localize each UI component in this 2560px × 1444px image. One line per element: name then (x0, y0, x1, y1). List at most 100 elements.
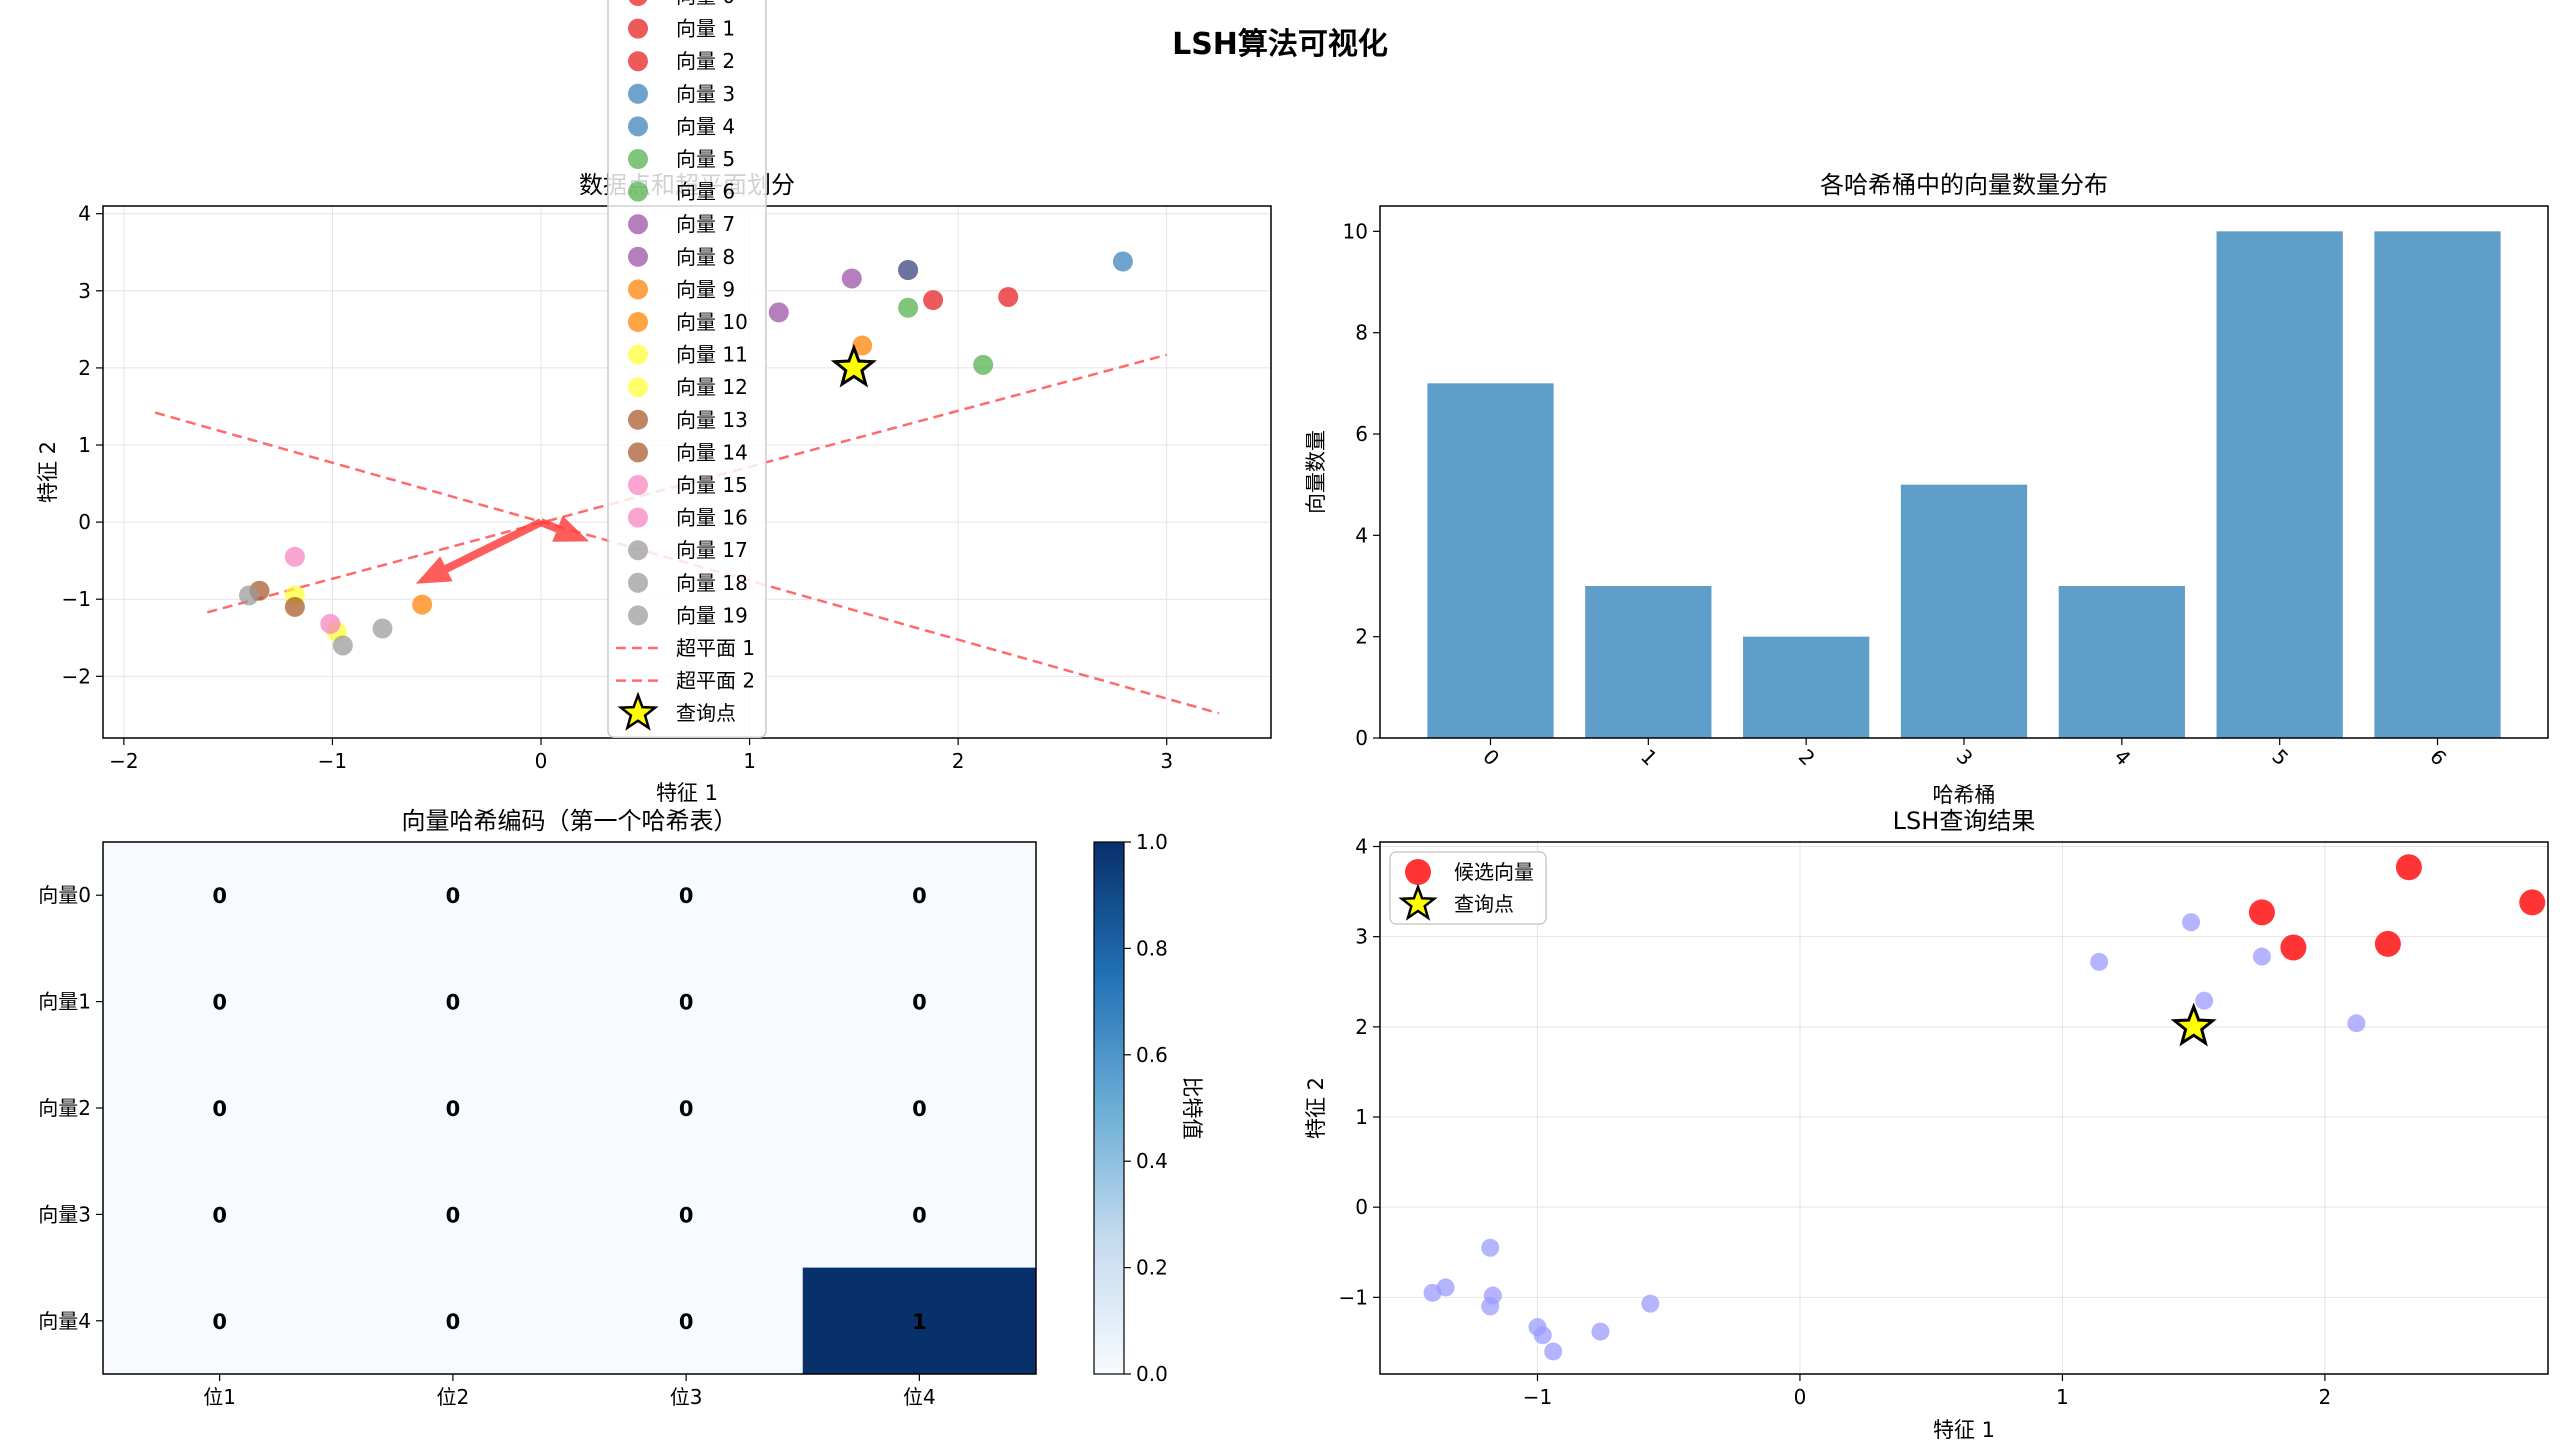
bar-bucket-4 (2058, 586, 2185, 738)
scatter-ytick-label: 3 (78, 279, 91, 303)
scatter-ylabel: 特征 2 (36, 441, 60, 503)
bar-bucket-0 (1427, 383, 1554, 738)
scatter-xlabel: 特征 1 (656, 781, 718, 805)
query-result-star-marker (2170, 1002, 2217, 1047)
scatter-point-vector-14 (284, 596, 305, 617)
heatmap-row-label: 向量1 (38, 990, 91, 1014)
bar-xtick-label: 3 (1952, 744, 1978, 770)
bar-bucket-2 (1743, 636, 1870, 738)
hyperplane-normal-arrow-1 (444, 518, 543, 573)
legend-label-vector-6: 向量 6 (676, 180, 735, 204)
legend-label-vector-8: 向量 8 (676, 245, 735, 269)
bar-xtick-label: 1 (1636, 744, 1662, 770)
bar-xtick-label: 0 (1478, 744, 1504, 770)
query-xtick-label: −1 (1523, 1385, 1552, 1409)
heatmap-panel: 0 0 0 0 0 0 0 0 0 0 0 0 0 0 0 0 0 0 0 1 向量0 向量1 向量2 向量3 向量4 位1 位2 位… (38, 807, 1204, 1409)
legend-label-query: 查询点 (676, 701, 736, 725)
legend-label-vector-14: 向量 14 (676, 440, 748, 464)
heatmap-col-label: 位4 (903, 1385, 936, 1409)
query-candidate-point (2280, 934, 2307, 961)
query-candidate-point (2248, 899, 2275, 926)
colorbar-tick-label: 0.4 (1136, 1149, 1168, 1173)
scatter-xtick-label: 0 (535, 749, 548, 773)
legend-label-vector-13: 向量 13 (676, 408, 748, 432)
query-other-point (1544, 1342, 1563, 1361)
bar-ytick-label: 8 (1355, 321, 1368, 345)
query-ylabel: 特征 2 (1304, 1077, 1328, 1139)
heatmap-cell-r3-c2 (569, 1161, 804, 1269)
query-candidate-point (2395, 854, 2422, 881)
query-other-point (2252, 947, 2271, 966)
heatmap-cell-value: 0 (446, 1203, 461, 1227)
query-ytick-label: 3 (1355, 925, 1368, 949)
legend-label-hyperplane-2: 超平面 2 (676, 669, 755, 693)
query-other-point (2347, 1014, 2366, 1033)
heatmap-cell-value: 0 (212, 884, 227, 908)
heatmap-cell-value: 0 (679, 1097, 694, 1121)
legend-label-vector-10: 向量 10 (676, 310, 748, 334)
heatmap-cell-value: 1 (912, 1310, 927, 1334)
legend-marker-vector-4 (628, 116, 648, 137)
legend-marker-vector-19 (628, 605, 648, 626)
heatmap-cell-value: 0 (446, 1310, 461, 1334)
scatter-point-vector-18 (372, 618, 393, 639)
bar-ylabel: 向量数量 (1304, 430, 1328, 514)
legend-label-vector-12: 向量 12 (676, 375, 748, 399)
legend-label-vector-19: 向量 19 (676, 603, 748, 627)
legend-marker-vector-3 (628, 83, 648, 104)
scatter-point-vector-19 (332, 635, 353, 656)
heatmap-cell-r3-c3 (802, 1161, 1037, 1269)
heatmap-cell-r2-c0 (103, 1054, 337, 1162)
bar-ytick-label: 6 (1355, 422, 1368, 446)
bar-bucket-3 (1900, 484, 2028, 738)
heatmap-cell-r0-c0 (103, 842, 337, 949)
legend-marker-vector-2 (628, 51, 648, 72)
bar-xtick-label: 2 (1794, 744, 1820, 770)
heatmap-col-label: 位3 (670, 1385, 703, 1409)
bar-ytick-label: 0 (1355, 726, 1368, 750)
legend-marker-vector-0 (628, 0, 648, 6)
scatter-ytick-label: −1 (62, 587, 91, 611)
scatter-xtick-label: −1 (318, 749, 347, 773)
scatter-point-vector-16 (320, 613, 341, 634)
heatmap-cell-value: 0 (679, 991, 694, 1015)
heatmap-cell-value: 0 (212, 1203, 227, 1227)
scatter-xtick-label: 2 (952, 749, 965, 773)
colorbar (1093, 841, 1125, 1375)
query-candidate-point (2374, 930, 2401, 957)
query-legend-query-label: 查询点 (1454, 892, 1514, 916)
hyperplane-normal-arrowhead-1 (415, 556, 453, 584)
heatmap-cell-value: 0 (912, 991, 927, 1015)
scatter-point-vector-17 (239, 585, 259, 606)
query-other-point (1533, 1326, 1552, 1345)
legend-marker-vector-9 (628, 279, 648, 300)
hyperplane-normal-arrowhead-2 (552, 515, 589, 542)
colorbar-tick-label: 0.8 (1136, 936, 1168, 960)
query-ytick-label: 4 (1355, 835, 1368, 859)
bar-ytick-label: 2 (1355, 625, 1368, 649)
heatmap-row-label: 向量0 (38, 883, 91, 907)
colorbar-label: 比特值 (1180, 1077, 1204, 1140)
legend-label-vector-1: 向量 1 (676, 17, 735, 41)
query-other-point (2090, 952, 2109, 971)
legend-label-vector-7: 向量 7 (676, 212, 735, 236)
scatter-point-vector-9 (852, 335, 873, 356)
query-other-point (1481, 1297, 1500, 1316)
legend-marker-vector-18 (628, 572, 648, 593)
legend-label-vector-11: 向量 11 (676, 343, 748, 367)
heatmap-cell-value: 0 (212, 1097, 227, 1121)
legend-marker-vector-16 (628, 507, 648, 528)
bar-bucket-6 (2374, 231, 2501, 739)
heatmap-cell-value: 0 (446, 1097, 461, 1121)
bar-xlabel: 哈希桶 (1933, 783, 1996, 807)
hyperplane-normal-arrow-2 (539, 518, 559, 533)
heatmap-row-label: 向量4 (38, 1309, 91, 1333)
scatter-xtick-label: 3 (1160, 749, 1173, 773)
bar-bucket-5 (2216, 231, 2343, 739)
scatter-point-vector-4 (1112, 251, 1133, 272)
legend-label-vector-18: 向量 18 (676, 571, 748, 595)
legend-label-vector-9: 向量 9 (676, 277, 735, 301)
query-ytick-label: 1 (1355, 1105, 1368, 1129)
bar-axes-border (1379, 205, 2549, 739)
